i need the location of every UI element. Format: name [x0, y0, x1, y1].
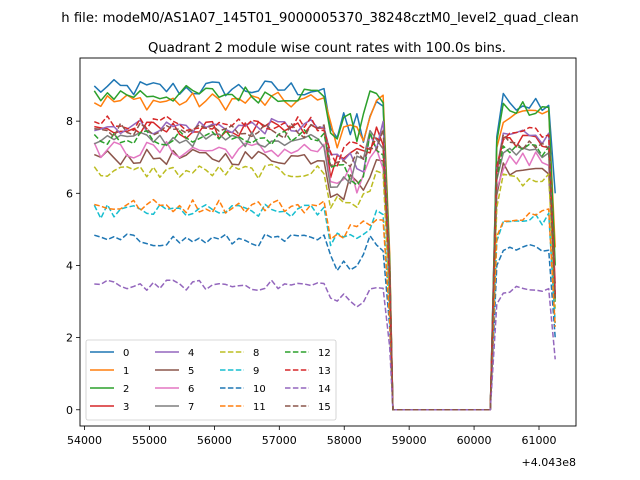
series-line-8 — [93, 163, 556, 411]
x-tick-label: 61000 — [521, 434, 556, 447]
legend-label-8: 8 — [253, 348, 259, 359]
x-tick-label: 57000 — [262, 434, 297, 447]
x-tick-label: 58000 — [327, 434, 362, 447]
legend-label-7: 7 — [188, 402, 194, 413]
legend-label-10: 10 — [253, 384, 266, 395]
x-tick-label: 54000 — [67, 434, 102, 447]
chart-suptitle: h file: modeM0/AS1A07_145T01_9000005370_… — [61, 11, 578, 26]
legend-label-15: 15 — [318, 402, 331, 413]
series-line-14 — [94, 279, 556, 411]
legend-label-11: 11 — [253, 402, 266, 413]
legend-frame — [85, 339, 337, 421]
legend-label-9: 9 — [253, 366, 259, 377]
series-line-15 — [94, 122, 556, 411]
legend-label-12: 12 — [318, 348, 331, 359]
y-tick-label: 6 — [66, 187, 73, 200]
y-tick-label: 8 — [66, 115, 73, 128]
x-tick-label: 59000 — [392, 434, 427, 447]
legend-label-3: 3 — [123, 402, 129, 413]
legend-label-0: 0 — [123, 348, 129, 359]
y-axis: 0 2 4 6 8 — [66, 115, 80, 417]
y-tick-label: 2 — [66, 332, 73, 345]
series-layer — [93, 78, 556, 411]
chart-title: Quadrant 2 module wise count rates with … — [148, 41, 506, 56]
legend-label-5: 5 — [188, 366, 194, 377]
legend-label-1: 1 — [123, 366, 129, 377]
x-tick-label: 60000 — [457, 434, 492, 447]
legend-label-2: 2 — [123, 384, 129, 395]
legend-label-14: 14 — [318, 384, 331, 395]
legend-label-6: 6 — [188, 384, 194, 395]
plot-frame — [79, 57, 577, 427]
y-tick-label: 0 — [66, 404, 73, 417]
x-tick-label: 56000 — [197, 434, 232, 447]
legend-label-4: 4 — [188, 348, 194, 359]
x-offset-label: +4.043e8 — [522, 456, 576, 469]
legend-label-13: 13 — [318, 366, 331, 377]
x-tick-label: 55000 — [132, 434, 167, 447]
x-axis: 54000 55000 56000 57000 58000 59000 60000 61000 — [67, 426, 556, 447]
y-tick-label: 4 — [66, 259, 73, 272]
